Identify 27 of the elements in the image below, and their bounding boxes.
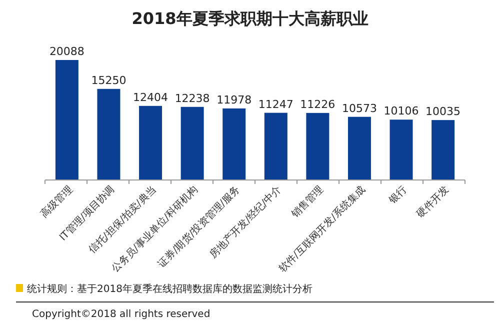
data-label: 11247 <box>258 98 294 111</box>
x-tick-label: 硬件开发 <box>415 184 452 220</box>
data-label: 15250 <box>91 74 126 87</box>
bar <box>97 88 120 180</box>
data-label: 10573 <box>342 102 377 115</box>
bar <box>432 120 455 180</box>
chart-title: 2018年夏季求职期十大高薪职业 <box>132 9 368 28</box>
data-label: 12404 <box>133 90 168 104</box>
x-tick-label: 销售管理 <box>288 184 326 222</box>
text: Copyright©2018 all rights reserved <box>32 309 210 320</box>
bar <box>264 112 288 180</box>
data-label: 20088 <box>49 45 84 58</box>
x-tick-label: 银行 <box>386 184 410 207</box>
data-label: 10106 <box>384 104 419 118</box>
data-label: 11226 <box>300 98 336 111</box>
bar <box>222 108 246 180</box>
bar <box>390 120 413 180</box>
bar <box>180 106 204 180</box>
data-label: 12238 <box>174 92 210 105</box>
x-tick-label: 高级管理 <box>38 184 75 220</box>
text: 统计规则：基于2018年夏季在线招聘数据库的数据监测统计分析 <box>27 283 312 295</box>
bar <box>139 106 162 180</box>
data-label: 10035 <box>426 105 461 118</box>
bar <box>348 116 371 180</box>
data-label: 11978 <box>216 93 252 106</box>
bar <box>306 112 330 180</box>
bar <box>55 60 78 180</box>
